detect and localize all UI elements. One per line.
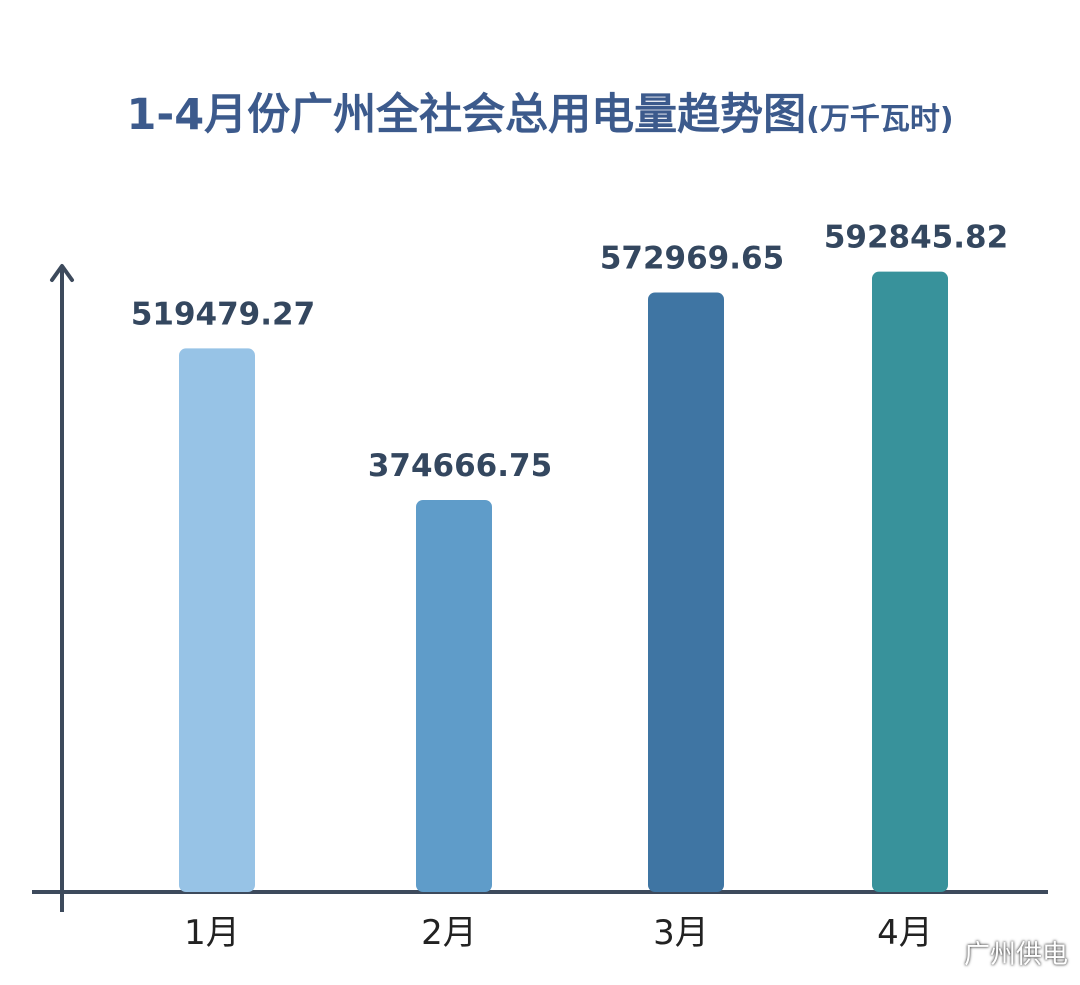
watermark-text: 广州供电 [963,940,1068,970]
bar-1 [179,348,255,892]
x-tick-label-4: 4月 [877,913,933,953]
bars-group: 519479.27 1月 374666.75 2月 572969.65 3月 592845.… [131,220,1008,953]
chart-title: 1-4月份广州全社会总用电量趋势图 [126,90,807,140]
value-label-3: 572969.65 [600,240,784,276]
x-tick-label-3: 3月 [653,913,709,953]
watermark: 广州供电 [924,934,1068,971]
x-tick-label-2: 2月 [421,913,477,953]
bar-2 [416,499,492,892]
value-label-4: 592845.82 [824,220,1008,256]
value-label-1: 519479.27 [131,296,315,332]
value-label-2: 374666.75 [368,448,552,484]
weibo-icon [924,941,957,966]
chart-title-row: 1-4月份广州全社会总用电量趋势图(万千瓦时) [0,80,1080,142]
y-axis-arrow [50,264,74,282]
chart-unit: (万千瓦时) [806,102,954,137]
x-tick-label-1: 1月 [184,913,240,953]
bar-3 [648,292,724,892]
bar-4 [872,271,948,892]
